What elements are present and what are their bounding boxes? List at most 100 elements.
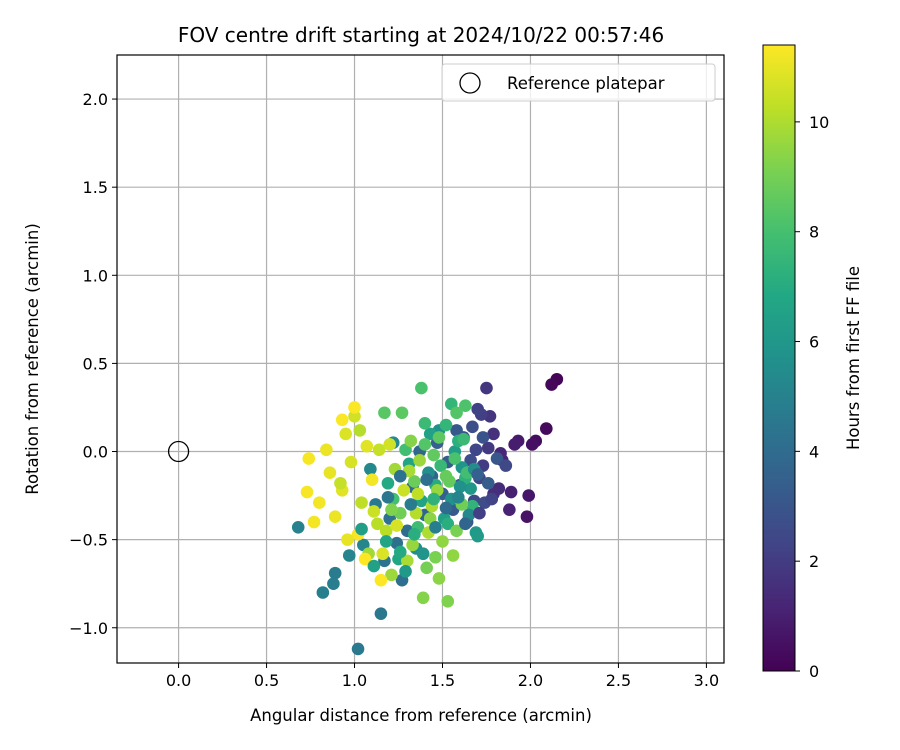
data-point xyxy=(291,521,305,534)
y-tick-label: 0.5 xyxy=(83,354,108,373)
data-point xyxy=(397,483,411,497)
data-point xyxy=(406,538,419,552)
data-point xyxy=(420,473,433,487)
data-point xyxy=(381,476,395,490)
x-tick-label: 2.5 xyxy=(606,671,631,690)
data-point xyxy=(358,552,372,566)
data-point xyxy=(450,406,463,420)
data-point xyxy=(367,505,381,518)
data-point xyxy=(450,524,463,538)
data-point xyxy=(372,443,386,457)
data-point xyxy=(439,418,453,432)
data-point xyxy=(452,491,465,504)
data-point xyxy=(360,439,374,453)
data-point xyxy=(367,559,381,573)
data-point xyxy=(316,586,330,599)
data-point xyxy=(355,496,368,509)
data-point xyxy=(351,642,365,656)
data-point xyxy=(355,522,368,536)
data-point xyxy=(418,438,432,451)
data-point xyxy=(411,487,425,501)
colorbar-tick-label: 0 xyxy=(809,662,819,681)
data-point xyxy=(371,517,384,531)
colorbar-tick-label: 8 xyxy=(809,223,819,242)
data-point xyxy=(335,413,349,427)
data-point xyxy=(434,459,448,472)
data-point xyxy=(471,468,484,481)
data-point xyxy=(481,441,495,455)
data-point xyxy=(327,577,340,590)
x-tick-label: 2.0 xyxy=(518,671,543,690)
grid xyxy=(117,55,724,663)
data-point xyxy=(374,607,388,620)
data-point xyxy=(379,535,393,548)
data-point xyxy=(471,402,484,416)
data-point xyxy=(408,475,421,488)
data-point xyxy=(323,466,337,479)
reference-platepar-marker xyxy=(167,440,190,463)
data-point xyxy=(427,448,440,462)
x-tick-label: 1.0 xyxy=(342,671,367,690)
data-point xyxy=(364,462,377,476)
data-point xyxy=(408,528,421,541)
data-point xyxy=(473,506,486,520)
data-point xyxy=(328,566,342,580)
data-point xyxy=(415,381,428,395)
data-point xyxy=(459,517,472,531)
data-point xyxy=(464,482,477,495)
data-point xyxy=(448,452,462,465)
legend: Reference platepar xyxy=(441,63,716,102)
data-point xyxy=(399,565,412,578)
data-point xyxy=(459,399,472,413)
data-point xyxy=(404,498,418,511)
data-point xyxy=(390,519,404,532)
data-point xyxy=(341,533,354,546)
data-point xyxy=(416,591,430,605)
data-point xyxy=(427,492,440,506)
y-tick-label: −0.5 xyxy=(69,531,108,550)
y-tick-label: 1.0 xyxy=(83,266,108,285)
x-tick-label: 0.5 xyxy=(254,671,279,690)
colorbar-gradient xyxy=(762,44,796,672)
data-point xyxy=(432,572,446,585)
y-tick-label: 2.0 xyxy=(83,90,108,109)
data-point xyxy=(348,401,361,414)
y-tick-label: 0.0 xyxy=(83,443,108,462)
data-point xyxy=(443,475,456,488)
data-point xyxy=(393,545,407,559)
x-axis-ticks: 0.0 0.5 1.0 1.5 2.0 2.5 3.0 xyxy=(166,663,719,690)
data-point xyxy=(441,595,455,608)
colorbar-label: Hours from first FF file xyxy=(844,266,863,450)
data-point xyxy=(300,485,314,499)
x-tick-label: 1.5 xyxy=(430,671,455,690)
data-point xyxy=(453,480,467,494)
colorbar-tick-label: 10 xyxy=(809,113,829,132)
data-point xyxy=(508,438,521,451)
data-point xyxy=(378,406,391,420)
data-point xyxy=(383,438,397,451)
data-point xyxy=(381,491,395,504)
data-point xyxy=(302,452,316,465)
y-tick-label: 1.5 xyxy=(83,178,108,197)
data-point xyxy=(520,510,534,524)
data-point xyxy=(429,550,442,564)
data-point xyxy=(499,459,513,472)
data-point xyxy=(487,427,500,441)
data-point xyxy=(525,438,539,451)
data-point xyxy=(522,489,536,502)
x-tick-label: 3.0 xyxy=(694,671,719,690)
data-point xyxy=(432,431,446,444)
data-point xyxy=(446,549,460,562)
data-point xyxy=(404,434,418,448)
data-point xyxy=(416,547,430,561)
data-point xyxy=(320,443,333,457)
data-point xyxy=(450,424,463,437)
data-point xyxy=(436,535,449,548)
colorbar-ticks: 0 2 4 6 8 10 xyxy=(795,113,829,681)
y-axis-ticks: −1.0 −0.5 0.0 0.5 1.0 1.5 2.0 xyxy=(69,90,117,638)
y-axis-title: Rotation from reference (arcmin) xyxy=(23,223,42,495)
legend-label-reference: Reference platepar xyxy=(507,74,665,93)
chart-title: FOV centre drift starting at 2024/10/22 … xyxy=(178,23,664,47)
data-point xyxy=(334,476,347,490)
